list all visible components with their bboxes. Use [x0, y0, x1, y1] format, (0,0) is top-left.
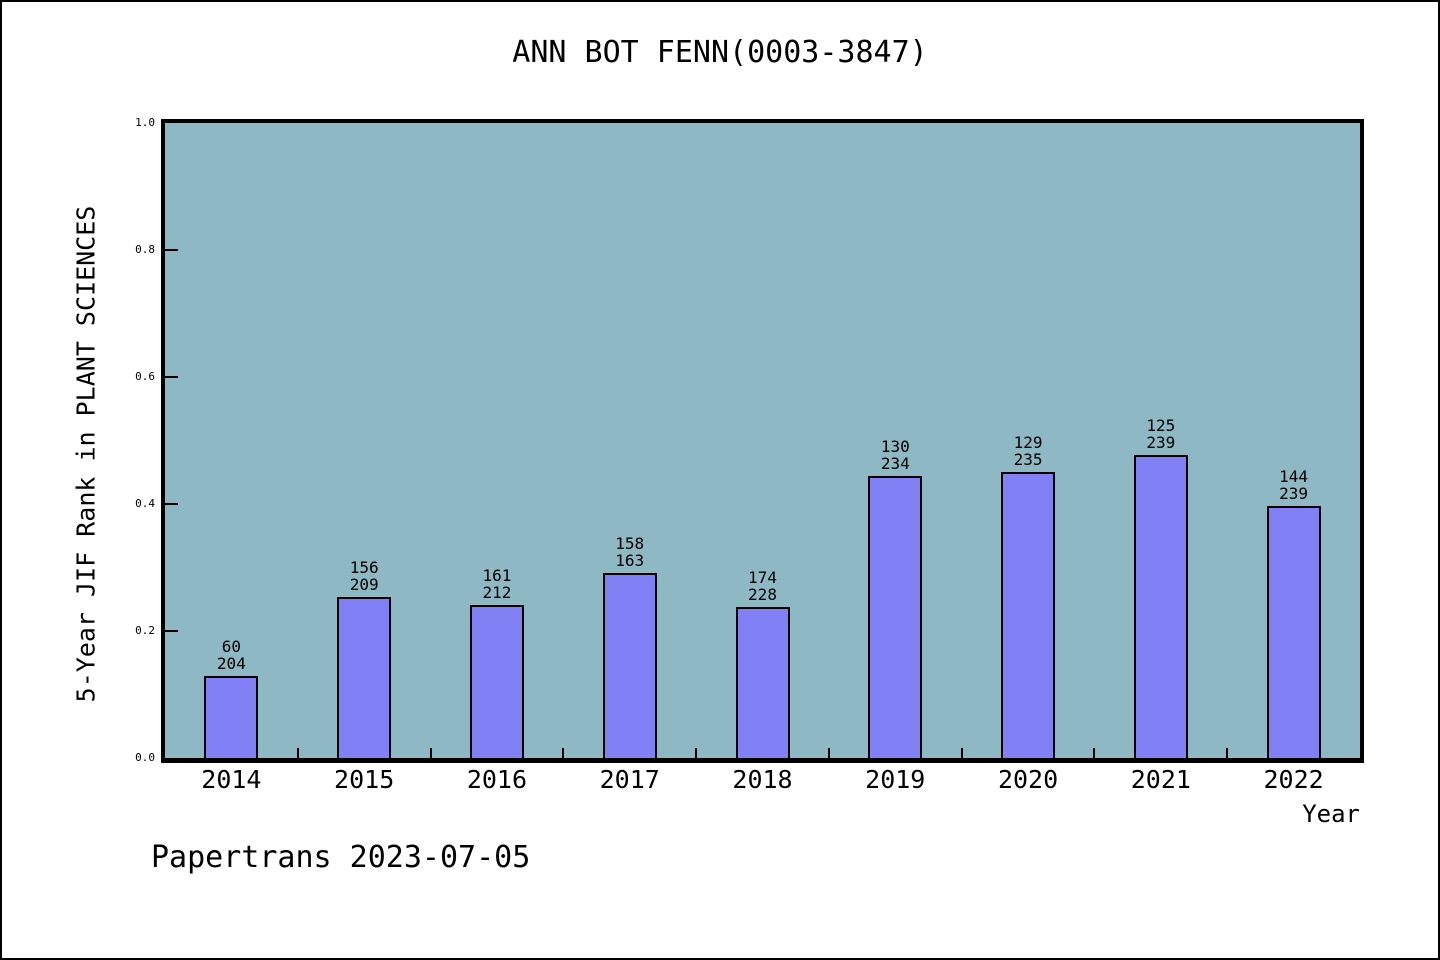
bar-2020 [1001, 472, 1056, 758]
bar-2022 [1266, 506, 1321, 758]
y-tick [165, 376, 178, 378]
x-minor-tick [296, 748, 299, 758]
x-tick-label-2021: 2021 [1130, 765, 1191, 794]
x-tick-label-2017: 2017 [599, 765, 660, 794]
x-tick-label-2015: 2015 [334, 765, 395, 794]
bar-value-label-2017: 158 163 [570, 535, 690, 569]
x-tick-label-2022: 2022 [1263, 765, 1324, 794]
bar-rank-value: 125 [1146, 416, 1176, 435]
bar-rank-value: 156 [349, 558, 379, 577]
bar-value-label-2022: 144 239 [1234, 468, 1354, 502]
x-tick-label-2019: 2019 [865, 765, 926, 794]
x-minor-tick [1226, 748, 1229, 758]
x-tick-label-2020: 2020 [997, 765, 1059, 794]
bar-rank-value: 174 [748, 568, 777, 587]
x-tick-label-2014: 2014 [201, 765, 262, 794]
y-tick-label: 1.0 [135, 116, 155, 129]
bar-2016 [469, 605, 524, 758]
y-tick-label: 0.8 [135, 243, 155, 256]
bar-total-value: 209 [349, 575, 379, 594]
bar-2021 [1133, 455, 1188, 758]
bar-value-label-2015: 156 209 [304, 559, 424, 593]
y-axis-label: 5-Year JIF Rank in PLANT SCIENCES [71, 205, 101, 703]
bar-value-label-2021: 125 239 [1101, 417, 1221, 451]
bar-2015 [337, 597, 392, 758]
y-tick [165, 630, 178, 632]
x-minor-tick [1093, 748, 1096, 758]
y-tick-label: 0.0 [135, 751, 155, 764]
x-minor-tick [827, 748, 830, 758]
bar-2014 [204, 676, 259, 758]
bar-total-value: 239 [1146, 433, 1176, 452]
x-tick-label-2016: 2016 [466, 765, 528, 794]
bar-total-value: 235 [1013, 450, 1043, 469]
bar-2019 [868, 476, 923, 758]
plot-area: 60 204 156 209 161 212 158 163 174 228 130 234 129 23… [161, 119, 1364, 763]
bar-2018 [735, 607, 790, 758]
bar-total-value: 163 [615, 551, 645, 570]
bar-rank-value: 158 [615, 534, 645, 553]
x-minor-tick [562, 748, 565, 758]
x-minor-tick [695, 748, 698, 758]
bar-value-label-2018: 174 228 [703, 569, 823, 603]
bar-total-value: 212 [482, 583, 512, 602]
bar-rank-value: 144 [1279, 467, 1309, 486]
x-tick-label-2018: 2018 [732, 765, 793, 794]
bar-2017 [602, 573, 657, 758]
chart-title: ANN BOT FENN(0003-3847) [512, 35, 928, 70]
bar-value-label-2014: 60 204 [171, 638, 291, 672]
bar-value-label-2020: 129 235 [968, 434, 1088, 468]
bar-rank-value: 60 [221, 637, 241, 656]
bar-value-label-2019: 130 234 [835, 438, 955, 472]
bar-total-value: 239 [1279, 484, 1309, 503]
y-tick [165, 249, 178, 251]
x-axis-label: Year [1302, 800, 1360, 828]
y-tick-label: 0.2 [135, 624, 155, 637]
y-tick-label: 0.6 [135, 370, 155, 383]
bar-total-value: 234 [880, 454, 910, 473]
footer-watermark: Papertrans 2023-07-05 [151, 840, 531, 875]
y-tick-label: 0.4 [135, 497, 155, 510]
y-tick [165, 503, 178, 505]
bar-rank-value: 161 [482, 566, 512, 585]
bar-total-value: 228 [748, 585, 777, 604]
x-minor-tick [429, 748, 432, 758]
bar-total-value: 204 [216, 654, 246, 673]
bar-value-label-2016: 161 212 [437, 567, 557, 601]
x-minor-tick [960, 748, 963, 758]
bar-rank-value: 129 [1013, 433, 1043, 452]
bar-rank-value: 130 [880, 437, 910, 456]
